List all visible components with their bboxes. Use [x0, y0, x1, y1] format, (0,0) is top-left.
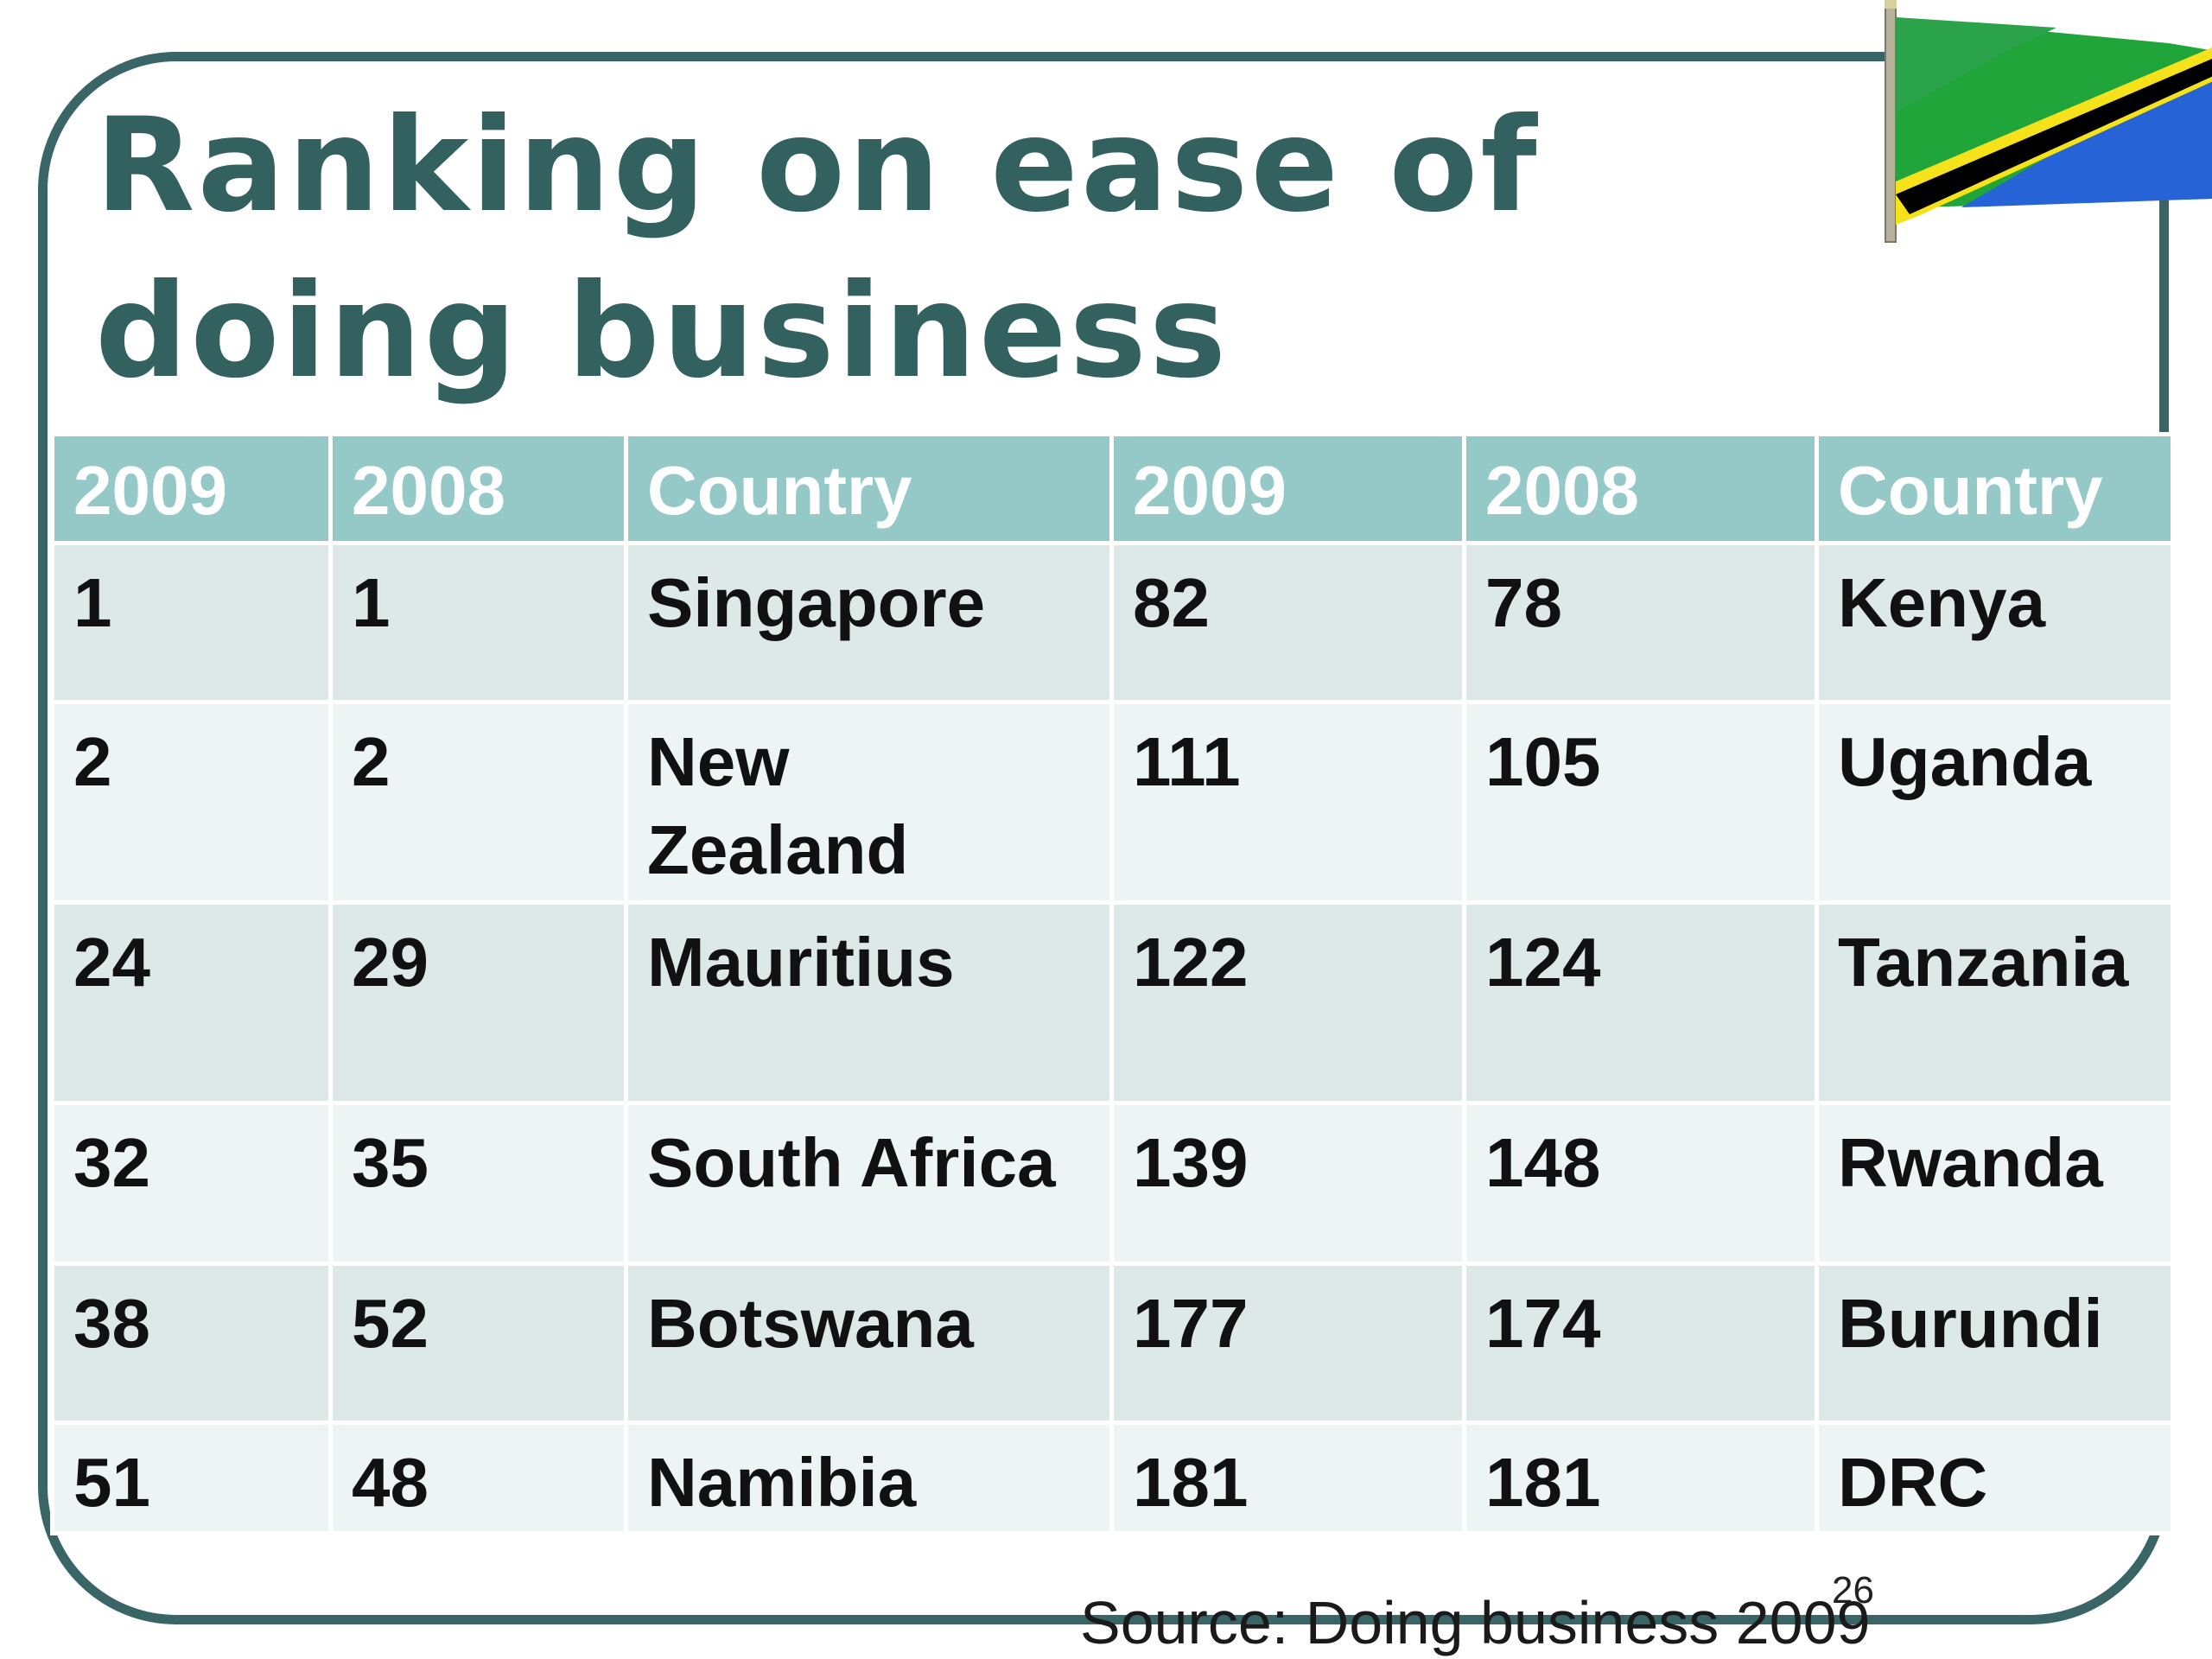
- table-cell: 124: [1462, 900, 1819, 1105]
- table-cell: 177: [1109, 1262, 1466, 1425]
- table-cell: Burundi: [1815, 1262, 2175, 1425]
- table-cell: Botswana: [624, 1262, 1114, 1425]
- table-cell: 2: [50, 700, 333, 905]
- table-cell: 111: [1109, 700, 1466, 905]
- header-country-left: Country: [624, 432, 1114, 545]
- table-cell: Rwanda: [1815, 1101, 2175, 1266]
- table-cell: Singapore: [624, 541, 1114, 704]
- table-cell: 51: [50, 1421, 333, 1535]
- table-cell: 1: [50, 541, 333, 704]
- table-cell: Mauritius: [624, 900, 1114, 1105]
- table-cell: 122: [1109, 900, 1466, 1105]
- table-cell: 52: [328, 1262, 628, 1425]
- table-header-row: 2009 2008 Country 2009 2008 Country: [50, 432, 2175, 545]
- table-row: 51 48 Namibia 181 181 DRC: [50, 1421, 2175, 1535]
- table-cell: 78: [1462, 541, 1819, 704]
- table-cell: South Africa: [624, 1101, 1114, 1266]
- header-2009-right: 2009: [1109, 432, 1466, 545]
- table-cell: 181: [1462, 1421, 1819, 1535]
- table-cell: 174: [1462, 1262, 1819, 1425]
- header-2009-left: 2009: [50, 432, 333, 545]
- table-row: 1 1 Singapore 82 78 Kenya: [50, 541, 2175, 704]
- header-2008-right: 2008: [1462, 432, 1819, 545]
- table-cell: 32: [50, 1101, 333, 1266]
- table-cell: 2: [328, 700, 628, 905]
- table-cell: 35: [328, 1101, 628, 1266]
- table-cell: 38: [50, 1262, 333, 1425]
- source-caption: Source: Doing business 2009: [1080, 1589, 1871, 1656]
- table-cell: Namibia: [624, 1421, 1114, 1535]
- table-cell: Uganda: [1815, 700, 2175, 905]
- table-cell: 105: [1462, 700, 1819, 905]
- table-cell: 139: [1109, 1101, 1466, 1266]
- table-cell: 48: [328, 1421, 628, 1535]
- table-cell: 29: [328, 900, 628, 1105]
- table-row: 24 29 Mauritius 122 124 Tanzania: [50, 900, 2175, 1105]
- tanzania-flag-icon: [1885, 0, 2212, 243]
- ranking-table: 2009 2008 Country 2009 2008 Country 1 1 …: [50, 432, 2175, 1535]
- page-number: 26: [1832, 1569, 1874, 1611]
- table-row: 2 2 New Zealand 111 105 Uganda: [50, 700, 2175, 905]
- table-cell: Tanzania: [1815, 900, 2175, 1105]
- table-cell: Kenya: [1815, 541, 2175, 704]
- table-cell: 82: [1109, 541, 1466, 704]
- slide-title: Ranking on ease of doing business: [95, 91, 1540, 407]
- table-cell: 181: [1109, 1421, 1466, 1535]
- ranking-table-container: 2009 2008 Country 2009 2008 Country 1 1 …: [50, 432, 2175, 1535]
- header-country-right: Country: [1815, 432, 2175, 545]
- table-row: 32 35 South Africa 139 148 Rwanda: [50, 1101, 2175, 1266]
- table-cell: DRC: [1815, 1421, 2175, 1535]
- table-cell: New Zealand: [624, 700, 1114, 905]
- table-row: 38 52 Botswana 177 174 Burundi: [50, 1262, 2175, 1425]
- header-2008-left: 2008: [328, 432, 628, 545]
- table-cell: 148: [1462, 1101, 1819, 1266]
- table-cell: 1: [328, 541, 628, 704]
- table-cell: 24: [50, 900, 333, 1105]
